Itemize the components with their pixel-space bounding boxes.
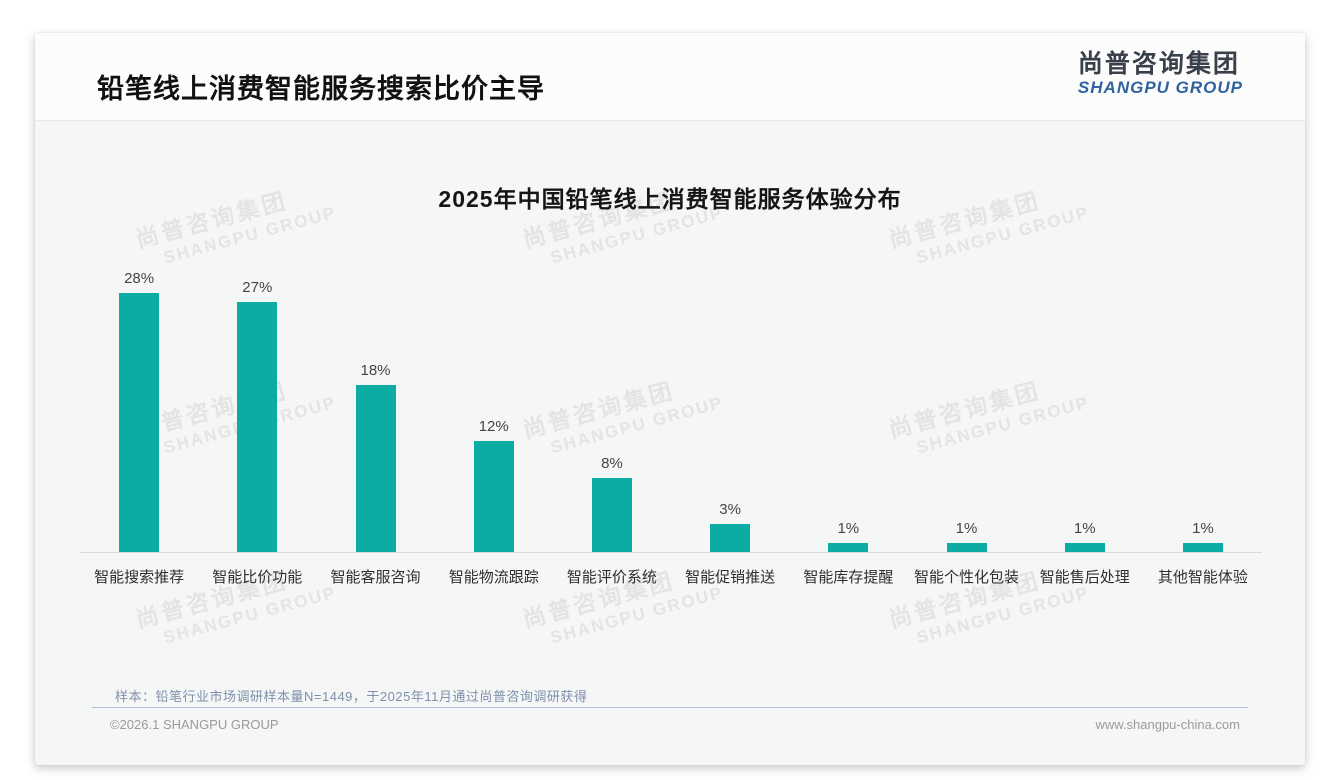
bar	[355, 385, 396, 552]
website-url: www.shangpu-china.com	[1095, 717, 1240, 732]
category-label: 智能比价功能	[212, 569, 303, 586]
category-label: 智能个性化包装	[914, 569, 1020, 586]
bar	[119, 293, 160, 552]
footer-divider	[92, 707, 1248, 708]
category-label: 智能促销推送	[685, 569, 776, 586]
category-label: 智能客服咨询	[330, 569, 421, 586]
category-label: 智能搜索推荐	[94, 569, 185, 586]
bar-slot: 1%	[789, 520, 907, 552]
bar-value-label: 18%	[360, 362, 391, 379]
bar-value-label: 1%	[1192, 520, 1214, 537]
bar-value-label: 1%	[955, 520, 978, 537]
bar-slot: 1%	[1144, 520, 1262, 552]
bar-value-label: 12%	[478, 418, 509, 435]
category-labels: 智能搜索推荐 智能比价功能 智能客服咨询 智能物流跟踪 智能评价系统 智能促销推送 智能库存…	[80, 553, 1262, 587]
bar-value-label: 1%	[837, 520, 860, 537]
company-logo: 尚普咨询集团 SHANGPU GROUP	[1078, 49, 1243, 98]
chart-title: 2025年中国铅笔线上消费智能服务体验分布	[438, 186, 902, 212]
category-label: 智能售后处理	[1039, 569, 1130, 586]
bar-chart: 2025年中国铅笔线上消费智能服务体验分布 28% 27% 18% 12% 8% 3% 1%…	[35, 33, 1305, 765]
card-header: 铅笔线上消费智能服务搜索比价主导 尚普咨询集团 SHANGPU GROUP	[35, 33, 1305, 121]
category-label: 其他智能体验	[1157, 569, 1248, 586]
bar-slot: 28%	[80, 270, 198, 552]
copyright-text: ©2026.1 SHANGPU GROUP	[110, 717, 279, 732]
bar	[1182, 543, 1223, 552]
bar-slot: 27%	[198, 279, 316, 552]
bar	[473, 441, 514, 552]
logo-en-text: SHANGPU GROUP	[1077, 78, 1243, 97]
footer: ©2026.1 SHANGPU GROUP www.shangpu-china.…	[110, 717, 1240, 732]
plot-wrap: 28% 27% 18% 12% 8% 3% 1% 1% 1% 1% 智能搜索推荐 智能比价功能 智能客…	[80, 253, 1262, 587]
bar-slot: 8%	[553, 455, 671, 552]
bar-slot: 12%	[435, 418, 553, 552]
bar-slot: 3%	[671, 501, 789, 552]
bar	[710, 524, 751, 552]
bar-slot: 18%	[316, 362, 434, 552]
bar-value-label: 28%	[124, 270, 155, 287]
bar	[237, 302, 278, 552]
bar	[1064, 543, 1105, 552]
bar-slot: 1%	[907, 520, 1025, 552]
logo-cn-text: 尚普咨询集团	[1077, 50, 1240, 78]
category-label: 智能物流跟踪	[448, 569, 539, 586]
sample-footnote: 样本：铅笔行业市场调研样本量N=1449，于2025年11月通过尚普咨询调研获得	[115, 689, 588, 704]
bar	[828, 543, 869, 552]
bar-slot: 1%	[1026, 520, 1144, 552]
bar-value-label: 1%	[1073, 520, 1096, 537]
plot-area: 28% 27% 18% 12% 8% 3% 1% 1% 1% 1%	[80, 253, 1262, 553]
report-card: 尚普咨询集团 SHANGPU GROUP 尚普咨询集团 SHANGPU GROUP 尚普…	[35, 33, 1305, 765]
bar	[591, 478, 632, 552]
category-label: 智能库存提醒	[803, 569, 894, 586]
bar	[946, 543, 987, 552]
category-label: 智能评价系统	[566, 569, 657, 586]
page-title: 铅笔线上消费智能服务搜索比价主导	[97, 74, 545, 104]
bar-value-label: 3%	[719, 501, 741, 518]
bar-value-label: 27%	[242, 279, 273, 296]
bar-value-label: 8%	[601, 455, 623, 472]
